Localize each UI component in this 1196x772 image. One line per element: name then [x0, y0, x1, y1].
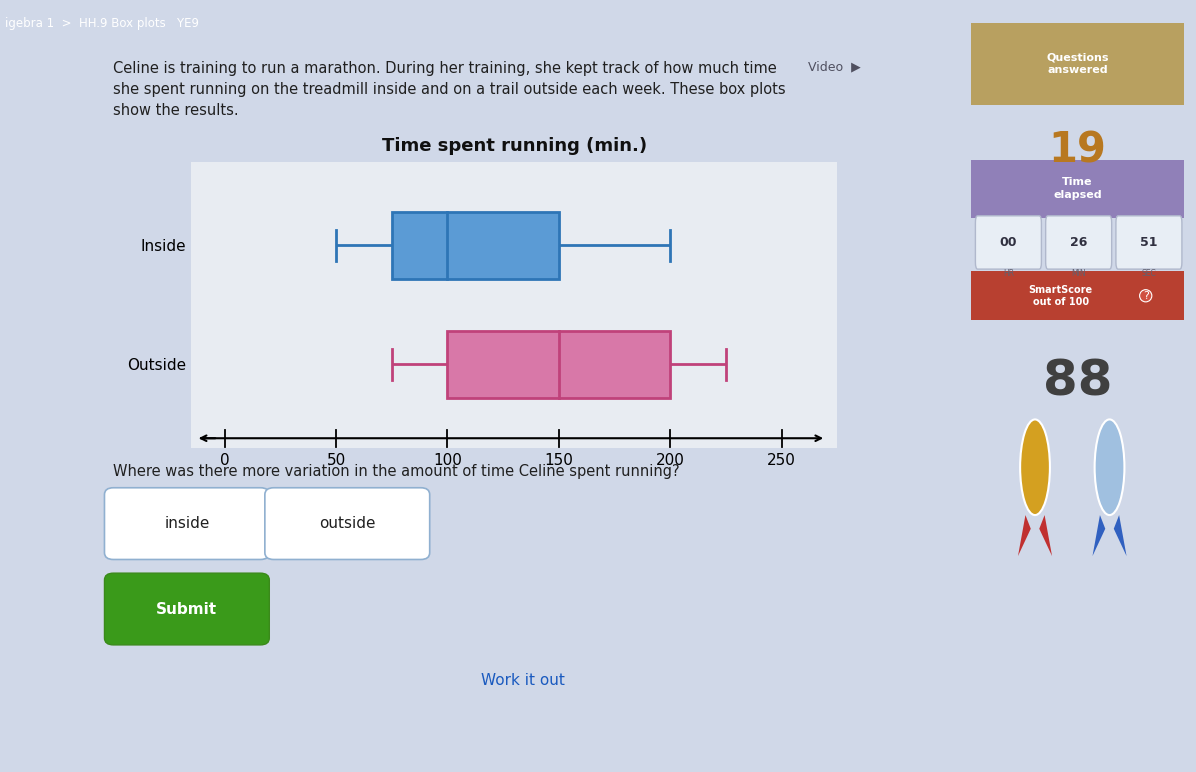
Polygon shape — [1039, 515, 1052, 556]
Text: outside: outside — [319, 516, 376, 531]
Text: Time
elapsed: Time elapsed — [1054, 178, 1102, 200]
Text: MIN: MIN — [1072, 269, 1086, 278]
Bar — [447, 331, 670, 398]
Text: 00: 00 — [1000, 236, 1017, 249]
FancyBboxPatch shape — [104, 573, 269, 645]
Circle shape — [1094, 419, 1124, 515]
FancyBboxPatch shape — [971, 271, 1184, 320]
Bar — [392, 212, 559, 279]
Title: Time spent running (min.): Time spent running (min.) — [382, 137, 647, 155]
FancyBboxPatch shape — [976, 216, 1042, 269]
Text: 88: 88 — [1043, 358, 1112, 406]
Text: HR: HR — [1002, 269, 1014, 278]
Text: Questions
answered: Questions answered — [1046, 53, 1109, 76]
Text: 51: 51 — [1140, 236, 1158, 249]
Text: Where was there more variation in the amount of time Celine spent running?: Where was there more variation in the am… — [114, 464, 681, 479]
Polygon shape — [1018, 515, 1031, 556]
FancyBboxPatch shape — [971, 160, 1184, 218]
Text: SmartScore
out of 100: SmartScore out of 100 — [1029, 285, 1093, 307]
FancyBboxPatch shape — [1116, 216, 1182, 269]
FancyBboxPatch shape — [1045, 216, 1111, 269]
Text: igebra 1  >  HH.9 Box plots   YE9: igebra 1 > HH.9 Box plots YE9 — [5, 18, 199, 30]
Circle shape — [1020, 419, 1050, 515]
Text: Video  ▶: Video ▶ — [808, 61, 861, 74]
Polygon shape — [1092, 515, 1105, 556]
FancyBboxPatch shape — [264, 488, 429, 560]
Text: ?: ? — [1143, 291, 1148, 301]
Text: inside: inside — [164, 516, 209, 531]
Text: Celine is training to run a marathon. During her training, she kept track of how: Celine is training to run a marathon. Du… — [114, 61, 786, 118]
Polygon shape — [1113, 515, 1127, 556]
Text: Submit: Submit — [157, 601, 218, 617]
Text: SEC: SEC — [1141, 269, 1157, 278]
Text: 19: 19 — [1049, 129, 1106, 171]
Text: Work it out: Work it out — [481, 673, 566, 688]
FancyBboxPatch shape — [104, 488, 269, 560]
Text: 26: 26 — [1070, 236, 1087, 249]
FancyBboxPatch shape — [971, 23, 1184, 105]
